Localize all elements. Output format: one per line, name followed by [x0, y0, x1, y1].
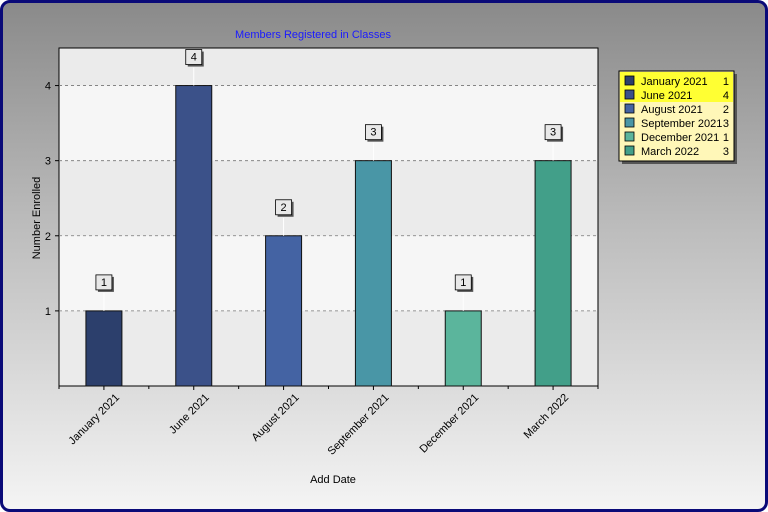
bar: [85, 310, 123, 387]
legend: January 2021 1 June 2021 4 August 2021 2Septe…: [618, 70, 737, 164]
y-tick-label: 3: [45, 156, 51, 168]
grid-band: [60, 235, 597, 311]
legend-entry-value: 3: [723, 118, 729, 130]
y-tick-label: 4: [45, 81, 51, 93]
legend-entry-value: 2: [723, 104, 729, 116]
x-tick-label: June 2021: [167, 392, 212, 437]
legend-entry-value: 1: [723, 132, 729, 144]
x-axis-label: Add Date: [310, 474, 356, 486]
data-label-box: [185, 49, 203, 65]
legend-swatch: [624, 75, 635, 86]
legend-entry-value: 3: [723, 146, 729, 158]
legend-entry-value: 1: [723, 76, 729, 88]
legend-entry-label: June 2021: [641, 90, 692, 102]
data-label: 4: [191, 52, 197, 64]
legend-entry-label: August 2021: [641, 104, 703, 116]
x-tick-label: August 2021: [250, 392, 302, 444]
x-tick-label: March 2022: [522, 392, 572, 442]
data-label: 3: [370, 127, 376, 139]
legend-swatch: [624, 117, 635, 128]
legend-swatch: [624, 131, 635, 142]
data-label-box: [544, 124, 562, 141]
legend-entry-label: January 2021: [641, 76, 708, 88]
legend-swatch: [624, 145, 635, 156]
legend-swatch: [624, 103, 635, 114]
y-axis-label: Number Enrolled: [31, 177, 43, 260]
data-label: 1: [101, 277, 107, 289]
data-label-box: [95, 274, 113, 291]
legend-entry-label: March 2022: [641, 146, 699, 158]
bar: [354, 160, 392, 387]
data-label: 2: [281, 202, 287, 214]
x-tick-label: January 2021: [66, 392, 122, 448]
data-label-box: [275, 199, 292, 216]
y-tick-label: 1: [45, 306, 51, 318]
bar: [265, 235, 303, 387]
bar: [175, 85, 213, 387]
legend-highlight: [620, 72, 733, 102]
legend-swatch: [624, 89, 635, 100]
bar: [534, 160, 572, 387]
legend-entry-value: 4: [723, 90, 729, 102]
data-label-box: [454, 274, 472, 291]
x-tick-label: December 2021: [418, 392, 482, 456]
y-tick-label: 2: [45, 231, 51, 243]
chart-title: Members Registered in Classes: [235, 29, 391, 41]
legend-entry-label: December 2021: [641, 132, 719, 144]
grid-band: [60, 85, 597, 161]
legend-entry-label: September 2021: [641, 118, 722, 130]
bar: [444, 310, 482, 387]
data-label: 3: [550, 127, 556, 139]
data-label: 1: [460, 277, 466, 289]
data-label-box: [365, 124, 382, 141]
x-tick-label: September 2021: [326, 392, 392, 458]
